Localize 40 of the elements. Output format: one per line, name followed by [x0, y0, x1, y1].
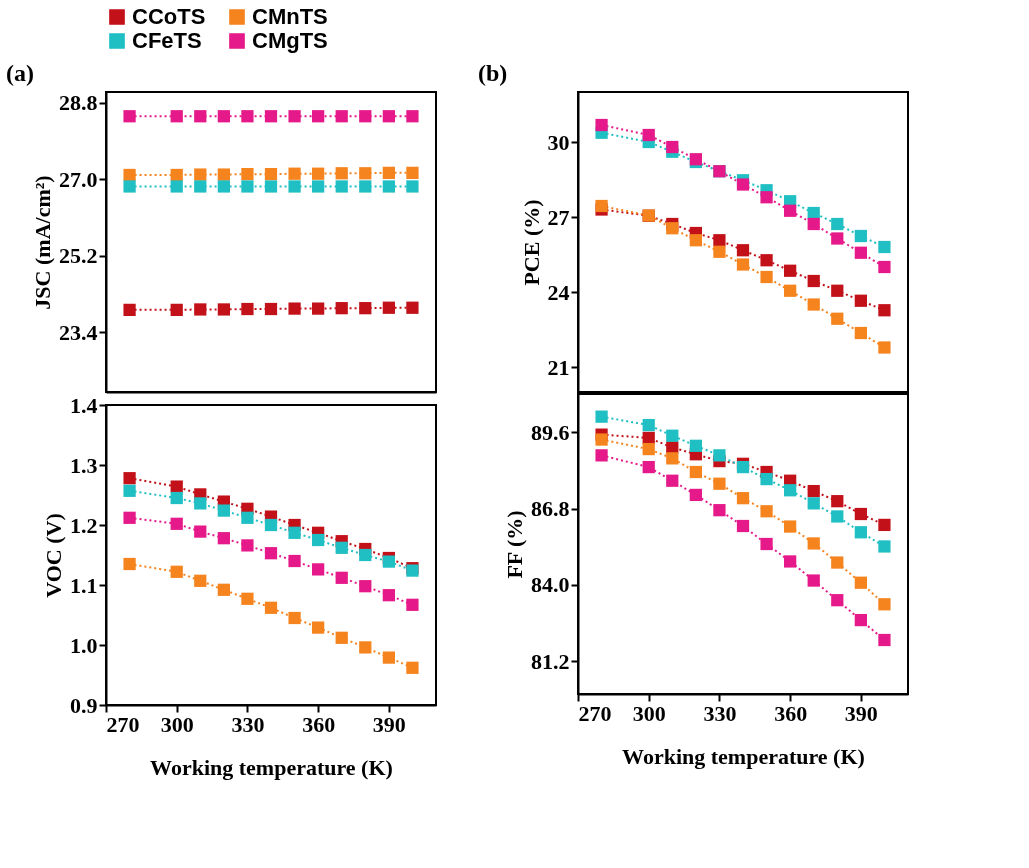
x-tick-label: 270 — [578, 700, 612, 726]
legend-label: CMnTS — [252, 4, 328, 29]
y-tick-label: 89.6 — [531, 419, 570, 445]
y-tick-label: 21 — [547, 354, 570, 380]
y-tick-label: 24 — [547, 279, 570, 305]
y-tick-label: 86.8 — [531, 496, 570, 522]
x-tick-label: 300 — [632, 700, 666, 726]
x-tick-label: 390 — [844, 700, 878, 726]
y-axis-title: PCE (%) — [518, 199, 544, 286]
y-tick-label: 1.1 — [70, 572, 98, 598]
y-tick-label: 0.9 — [70, 692, 98, 718]
legend-label: CFeTS — [132, 28, 202, 53]
legend-label: CCoTS — [132, 4, 206, 29]
x-tick-label: 330 — [703, 700, 737, 726]
x-tick-label: 330 — [231, 711, 265, 737]
y-tick-label: 28.8 — [59, 90, 98, 116]
x-tick-label: 360 — [774, 700, 808, 726]
x-tick-label: 360 — [302, 711, 336, 737]
y-tick-label: 81.2 — [531, 648, 570, 674]
x-tick-label: 300 — [160, 711, 194, 737]
chart-title: (a) — [6, 60, 34, 86]
y-tick-label: 23.4 — [59, 319, 98, 345]
x-axis-title: Working temperature (K) — [150, 754, 393, 780]
x-tick-label: 390 — [372, 711, 406, 737]
y-tick-label: 27 — [547, 204, 570, 230]
y-tick-label: 27.0 — [59, 166, 98, 192]
y-tick-label: 1.2 — [70, 512, 98, 538]
y-tick-label: 30 — [547, 129, 570, 155]
y-tick-label: 1.0 — [70, 632, 98, 658]
y-tick-label: 84.0 — [531, 572, 570, 598]
y-tick-label: 25.2 — [59, 243, 98, 269]
x-tick-label: 270 — [106, 711, 140, 737]
y-axis-title: FF (%) — [502, 510, 527, 579]
y-tick-label: 1.3 — [70, 452, 98, 478]
chart-title: (b) — [478, 60, 508, 86]
x-axis-title: Working temperature (K) — [622, 743, 865, 769]
y-tick-label: 1.4 — [70, 392, 98, 418]
y-axis-title: JSC (mA/cm²) — [30, 175, 55, 310]
legend-label: CMgTS — [252, 28, 328, 53]
y-axis-title: VOC (V) — [41, 513, 66, 598]
